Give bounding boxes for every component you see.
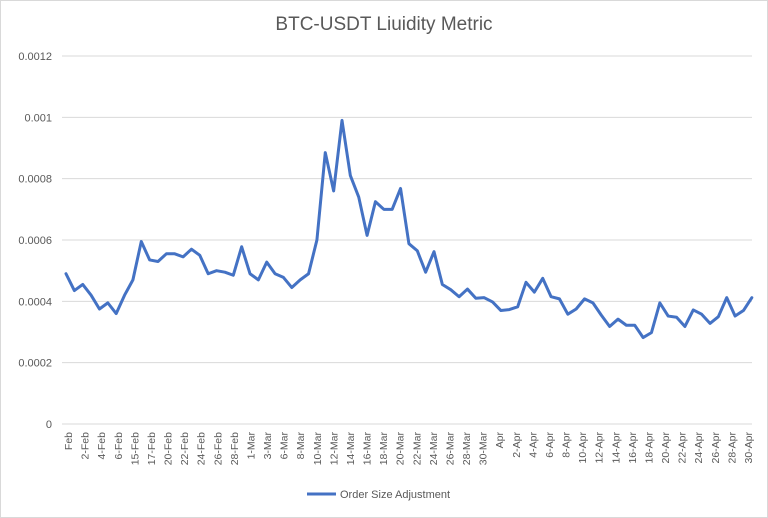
x-tick-label: 4-Apr xyxy=(527,432,539,458)
x-tick-label: 26-Apr xyxy=(710,431,722,463)
x-tick-label: Feb xyxy=(63,432,75,450)
x-tick-label: 1-Mar xyxy=(245,431,257,459)
x-tick-label: 6-Feb xyxy=(113,432,125,460)
x-tick-label: 30-Mar xyxy=(478,432,490,466)
x-tick-label: 8-Apr xyxy=(561,432,573,458)
x-tick-label: 2-Apr xyxy=(511,432,523,458)
x-tick-label: 26-Feb xyxy=(212,432,224,465)
x-tick-label: 20-Mar xyxy=(395,432,407,466)
x-tick-label: 12-Mar xyxy=(328,432,340,466)
x-tick-label: 6-Mar xyxy=(279,431,291,459)
x-tick-label: 3-Mar xyxy=(262,431,274,459)
legend: Order Size Adjustment xyxy=(307,489,450,501)
x-tick-label: 22-Mar xyxy=(411,432,423,466)
x-tick-label: 14-Mar xyxy=(345,432,357,466)
y-tick-label: 0.0012 xyxy=(18,51,52,63)
x-tick-label: 17-Feb xyxy=(146,432,158,465)
x-tick-label: 24-Feb xyxy=(196,432,208,465)
x-axis-ticks: Feb 2-Feb 4-Feb 6-Feb 15-Feb 17-Feb 20-Feb 22-F… xyxy=(63,431,755,465)
y-tick-label: 0.0002 xyxy=(18,358,52,370)
x-tick-label: 24-Apr xyxy=(693,431,705,463)
x-tick-label: 30-Apr xyxy=(743,431,755,463)
chart-title: BTC-USDT Liuidity Metric xyxy=(275,14,493,35)
x-tick-label: 22-Apr xyxy=(677,431,689,463)
x-tick-label: 26-Mar xyxy=(444,432,456,466)
gridlines xyxy=(62,55,752,425)
y-tick-label: 0.0006 xyxy=(18,235,52,247)
x-tick-label: 20-Feb xyxy=(163,432,175,465)
x-tick-label: 28-Apr xyxy=(726,431,738,463)
x-tick-label: 15-Feb xyxy=(129,432,141,465)
x-tick-label: 10-Mar xyxy=(312,432,324,466)
legend-label: Order Size Adjustment xyxy=(340,489,450,501)
x-tick-label: 10-Apr xyxy=(577,431,589,463)
x-tick-label: 6-Apr xyxy=(544,432,556,458)
x-tick-label: 28-Feb xyxy=(229,432,241,465)
y-tick-label: 0.001 xyxy=(24,112,52,124)
x-tick-label: 20-Apr xyxy=(660,431,672,463)
x-tick-label: 14-Apr xyxy=(610,431,622,463)
y-tick-label: 0.0004 xyxy=(18,296,52,308)
x-tick-label: 8-Mar xyxy=(295,431,307,459)
x-tick-label: 16-Apr xyxy=(627,431,639,463)
x-tick-label: 12-Apr xyxy=(594,431,606,463)
y-tick-label: 0 xyxy=(46,419,52,431)
x-tick-label: 2-Feb xyxy=(80,432,92,460)
x-tick-label: 24-Mar xyxy=(428,432,440,466)
series-layer xyxy=(64,118,754,340)
x-tick-label: 22-Feb xyxy=(179,432,191,465)
y-tick-label: 0.0008 xyxy=(18,174,52,186)
x-tick-label: 4-Feb xyxy=(96,432,108,460)
x-tick-label: 28-Mar xyxy=(461,432,473,466)
series-line xyxy=(64,118,754,340)
x-tick-label: 18-Mar xyxy=(378,432,390,466)
x-tick-label: Apr xyxy=(494,432,506,449)
x-tick-label: 18-Apr xyxy=(643,431,655,463)
y-axis-ticks: 0 0.0002 0.0004 0.0006 0.0008 0.001 0.0012 xyxy=(18,51,52,431)
x-tick-label: 16-Mar xyxy=(362,432,374,466)
